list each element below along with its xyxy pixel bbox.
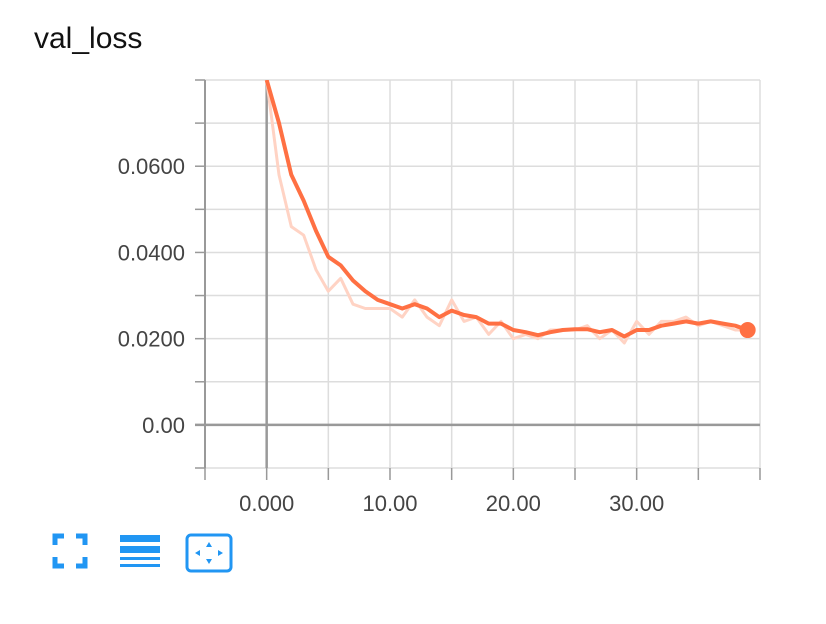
data-list-icon [120, 535, 160, 567]
y-tick-label: 0.0600 [118, 154, 185, 179]
x-tick-label: 10.00 [362, 491, 417, 516]
y-tick-label: 0.0400 [118, 240, 185, 265]
y-tick-label: 0.00 [142, 413, 185, 438]
raw-series-line [265, 80, 748, 345]
smoothed-series-line [264, 80, 749, 339]
chart-axes [195, 79, 761, 480]
y-tick-label: 0.0200 [118, 327, 185, 352]
tick-labels: 0.00 0.0200 0.0400 0.0600 0.000 10.00 20.00 30.… [118, 154, 664, 516]
x-tick-label: 30.00 [609, 491, 664, 516]
fit-domain-icon [185, 533, 233, 573]
x-tick-label: 0.000 [239, 491, 294, 516]
series-layer [264, 80, 756, 345]
toggle-data-list-button[interactable] [118, 533, 166, 577]
fit-domain-button[interactable] [185, 533, 233, 577]
last-point-marker [739, 322, 756, 339]
x-tick-label: 20.00 [486, 491, 541, 516]
chart-title: val_loss [34, 22, 143, 55]
expand-icon [52, 533, 88, 569]
toggle-expand-button[interactable] [52, 533, 100, 577]
chart-grid [204, 79, 761, 469]
